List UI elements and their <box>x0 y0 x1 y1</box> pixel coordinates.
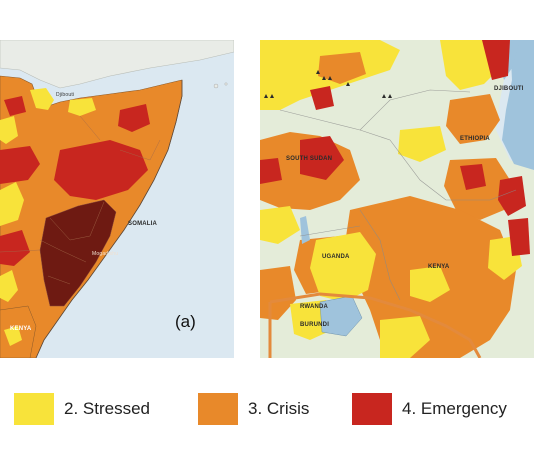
label-south-sudan: SOUTH SUDAN <box>286 156 333 162</box>
west-stressed <box>260 206 300 244</box>
label-mogadishu: Mogadishu <box>92 251 119 257</box>
crisis-swatch <box>198 393 238 425</box>
emergency-west-2 <box>0 230 30 266</box>
kenya-stressed <box>410 266 450 302</box>
south-sudan-emergency <box>300 136 344 180</box>
stressed-swatch <box>14 393 54 425</box>
ethiopia-crisis-1 <box>446 94 500 144</box>
map-panel-b: DJIBOUTI ETHIOPIA SOUTH SUDAN UGANDA KEN… <box>260 40 534 358</box>
uganda-stressed <box>310 232 376 302</box>
label-burundi: BURUNDI <box>300 322 330 328</box>
djibouti-stressed <box>30 88 54 110</box>
emergency-ne <box>482 40 510 80</box>
emergency-somali <box>498 176 526 216</box>
label-kenya-a: KENYA <box>10 326 32 332</box>
famine-south <box>39 199 117 307</box>
legend-item-crisis: 3. Crisis <box>198 393 309 425</box>
label-somalia: SOMALIA <box>128 221 158 227</box>
legend-item-stressed: 2. Stressed <box>14 393 150 425</box>
emergency-central <box>460 164 486 190</box>
label-djibouti-b: DJIBOUTI <box>494 86 524 92</box>
emergency-north <box>118 104 150 132</box>
east-africa-map <box>260 40 534 358</box>
trend-markers <box>264 70 392 98</box>
label-kenya-b: KENYA <box>428 264 450 270</box>
emergency-kenya-east <box>508 218 530 256</box>
indian-ocean <box>502 40 534 170</box>
kenya-stressed <box>4 326 22 346</box>
emergency-nw <box>4 96 26 116</box>
legend-item-emergency: 4. Emergency <box>352 393 507 425</box>
map-panel-a: Djibouti SOMALIA Mogadishu KENYA (a) <box>0 40 234 358</box>
label-uganda: UGANDA <box>322 254 350 260</box>
legend-label-stressed: 2. Stressed <box>64 399 150 418</box>
label-ethiopia: ETHIOPIA <box>460 136 490 142</box>
somalia-map <box>0 40 234 358</box>
label-rwanda: RWANDA <box>300 304 329 310</box>
emergency-north-1 <box>310 86 334 110</box>
lake-albert <box>300 216 310 244</box>
west-stressed-3 <box>0 270 18 302</box>
legend-label-emergency: 4. Emergency <box>402 399 507 418</box>
emergency-west <box>260 158 282 184</box>
south-stressed <box>380 316 430 358</box>
label-djibouti: Djibouti <box>56 92 75 98</box>
panel-tag-a: (a) <box>175 312 196 331</box>
ethiopia-stressed <box>398 126 446 162</box>
north-stressed <box>68 98 96 116</box>
tanzania-border-outline <box>269 292 482 358</box>
emergency-central <box>54 140 148 200</box>
west-stressed-2 <box>0 182 24 226</box>
ethiopia-crisis-2 <box>444 158 510 220</box>
northeast-stressed <box>440 40 498 90</box>
legend-label-crisis: 3. Crisis <box>248 399 310 418</box>
emergency-west <box>0 146 40 184</box>
west-stressed-1 <box>0 116 18 144</box>
emergency-swatch <box>352 393 392 425</box>
arabian-peninsula <box>0 40 234 89</box>
